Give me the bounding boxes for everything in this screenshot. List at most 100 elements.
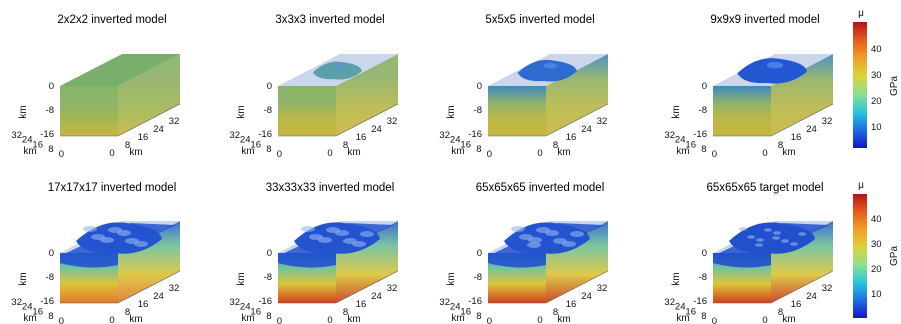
surface-blob xyxy=(737,58,808,84)
surface-drape xyxy=(488,253,546,268)
x-tick-label: 24 xyxy=(153,291,164,302)
colorbar-top-tick-40: 40 xyxy=(871,44,882,55)
cube-edge xyxy=(60,103,181,137)
z-tick-label: 0 xyxy=(702,81,707,92)
surface-highlight xyxy=(527,242,541,248)
x-tick-label: 8 xyxy=(553,140,558,151)
x-tick-label: 8 xyxy=(343,307,348,318)
y-tick-label: 0 xyxy=(277,316,282,324)
y-tick-label: 24 xyxy=(675,135,686,146)
surface-blob xyxy=(312,61,362,80)
x-axis-label: km xyxy=(347,147,360,158)
surface-layer xyxy=(62,223,176,255)
panel-title-6: 33x33x33 inverted model xyxy=(266,182,395,194)
surface-highlight xyxy=(553,238,567,244)
colorbar-top-tick-20: 20 xyxy=(871,96,882,107)
x-tick-label: 16 xyxy=(791,132,802,143)
y-tick-label: 24 xyxy=(240,135,251,146)
surface-layer xyxy=(715,223,829,255)
x-tick-label: 0 xyxy=(109,148,114,159)
cube-side-face xyxy=(336,54,398,136)
x-tick-label: 32 xyxy=(387,283,398,294)
x-tick-label: 32 xyxy=(387,116,398,127)
y-tick-label: 32 xyxy=(229,297,240,308)
colorbar-top-bar xyxy=(853,22,867,148)
x-tick-label: 16 xyxy=(356,132,367,143)
z-tick-label: 0 xyxy=(267,248,272,259)
y-tick-label: 8 xyxy=(476,311,481,322)
colorbar-top-tick-30: 30 xyxy=(871,70,882,81)
surface-blob xyxy=(517,59,577,82)
cube-front-face xyxy=(713,86,771,136)
z-tick-label: -16 xyxy=(258,296,272,307)
surface-layer xyxy=(490,223,604,255)
y-tick-label: 32 xyxy=(11,130,22,141)
x-tick-label: 8 xyxy=(125,140,130,151)
y-tick-label: 0 xyxy=(712,316,717,324)
x-tick-label: 24 xyxy=(581,124,592,135)
y-axis-label: km xyxy=(23,313,36,324)
z-tick-label: -8 xyxy=(264,272,272,283)
surface-highlight xyxy=(536,227,550,233)
x-tick-label: 16 xyxy=(356,299,367,310)
y-tick-label: 32 xyxy=(229,130,240,141)
x-tick-label: 16 xyxy=(138,299,149,310)
z-tick-label: 0 xyxy=(477,81,482,92)
colorbar-top-tick-10: 10 xyxy=(871,122,882,133)
z-tick-label: -16 xyxy=(693,296,707,307)
surface-highlight xyxy=(739,227,747,231)
y-axis-label: km xyxy=(676,146,689,157)
x-axis-label: km xyxy=(782,314,795,324)
y-tick-label: 0 xyxy=(487,149,492,160)
cube-side-face xyxy=(546,54,608,136)
cube-side-face xyxy=(771,54,833,136)
colorbar-top-title: μ xyxy=(858,8,864,19)
x-tick-label: 24 xyxy=(371,124,382,135)
cube-side-face xyxy=(336,221,398,303)
y-tick-label: 24 xyxy=(22,302,33,313)
x-axis-label: km xyxy=(129,314,142,324)
x-axis-label: km xyxy=(129,147,142,158)
x-tick-label: 8 xyxy=(778,140,783,151)
y-tick-label: 24 xyxy=(450,302,461,313)
colorbar-bottom-bar xyxy=(853,194,867,318)
x-axis-label: km xyxy=(347,314,360,324)
z-tick-label: -8 xyxy=(46,105,54,116)
colorbar-bottom: μ 40 30 20 10 GPa xyxy=(853,180,900,318)
x-tick-label: 0 xyxy=(537,148,542,159)
cube-side-face xyxy=(771,221,833,303)
x-tick-label: 0 xyxy=(537,315,542,324)
surface-highlight xyxy=(326,227,340,233)
y-tick-label: 32 xyxy=(439,297,450,308)
y-tick-label: 16 xyxy=(250,306,261,317)
colorbar-bottom-tick-30: 30 xyxy=(871,239,882,250)
y-axis-label: km xyxy=(676,313,689,324)
surface-highlight xyxy=(334,64,346,69)
surface-highlight xyxy=(766,61,784,69)
panel-title-4: 9x9x9 inverted model xyxy=(710,14,819,26)
cube-front-face xyxy=(488,86,546,136)
surface-highlight xyxy=(755,243,763,247)
surface-drape xyxy=(713,253,771,268)
y-axis-label: km xyxy=(451,313,464,324)
z-tick-label: -16 xyxy=(468,129,482,140)
y-tick-label: 0 xyxy=(277,149,282,160)
surface-highlight xyxy=(764,228,772,232)
surface-highlight xyxy=(519,234,533,240)
colorbar-bottom-tick-20: 20 xyxy=(871,264,882,275)
x-tick-label: 32 xyxy=(822,283,833,294)
x-axis-label: km xyxy=(557,314,570,324)
x-tick-label: 32 xyxy=(169,116,180,127)
y-tick-label: 8 xyxy=(476,144,481,155)
z-tick-label: 0 xyxy=(702,248,707,259)
x-tick-label: 16 xyxy=(566,132,577,143)
x-tick-label: 24 xyxy=(806,124,817,135)
z-axis-label: km xyxy=(671,272,682,285)
x-tick-label: 8 xyxy=(343,140,348,151)
surface-highlight xyxy=(790,242,798,246)
surface-highlight xyxy=(798,232,806,236)
panel-title-8: 65x65x65 target model xyxy=(707,182,824,194)
y-tick-label: 16 xyxy=(32,139,43,150)
y-tick-label: 16 xyxy=(250,139,261,150)
